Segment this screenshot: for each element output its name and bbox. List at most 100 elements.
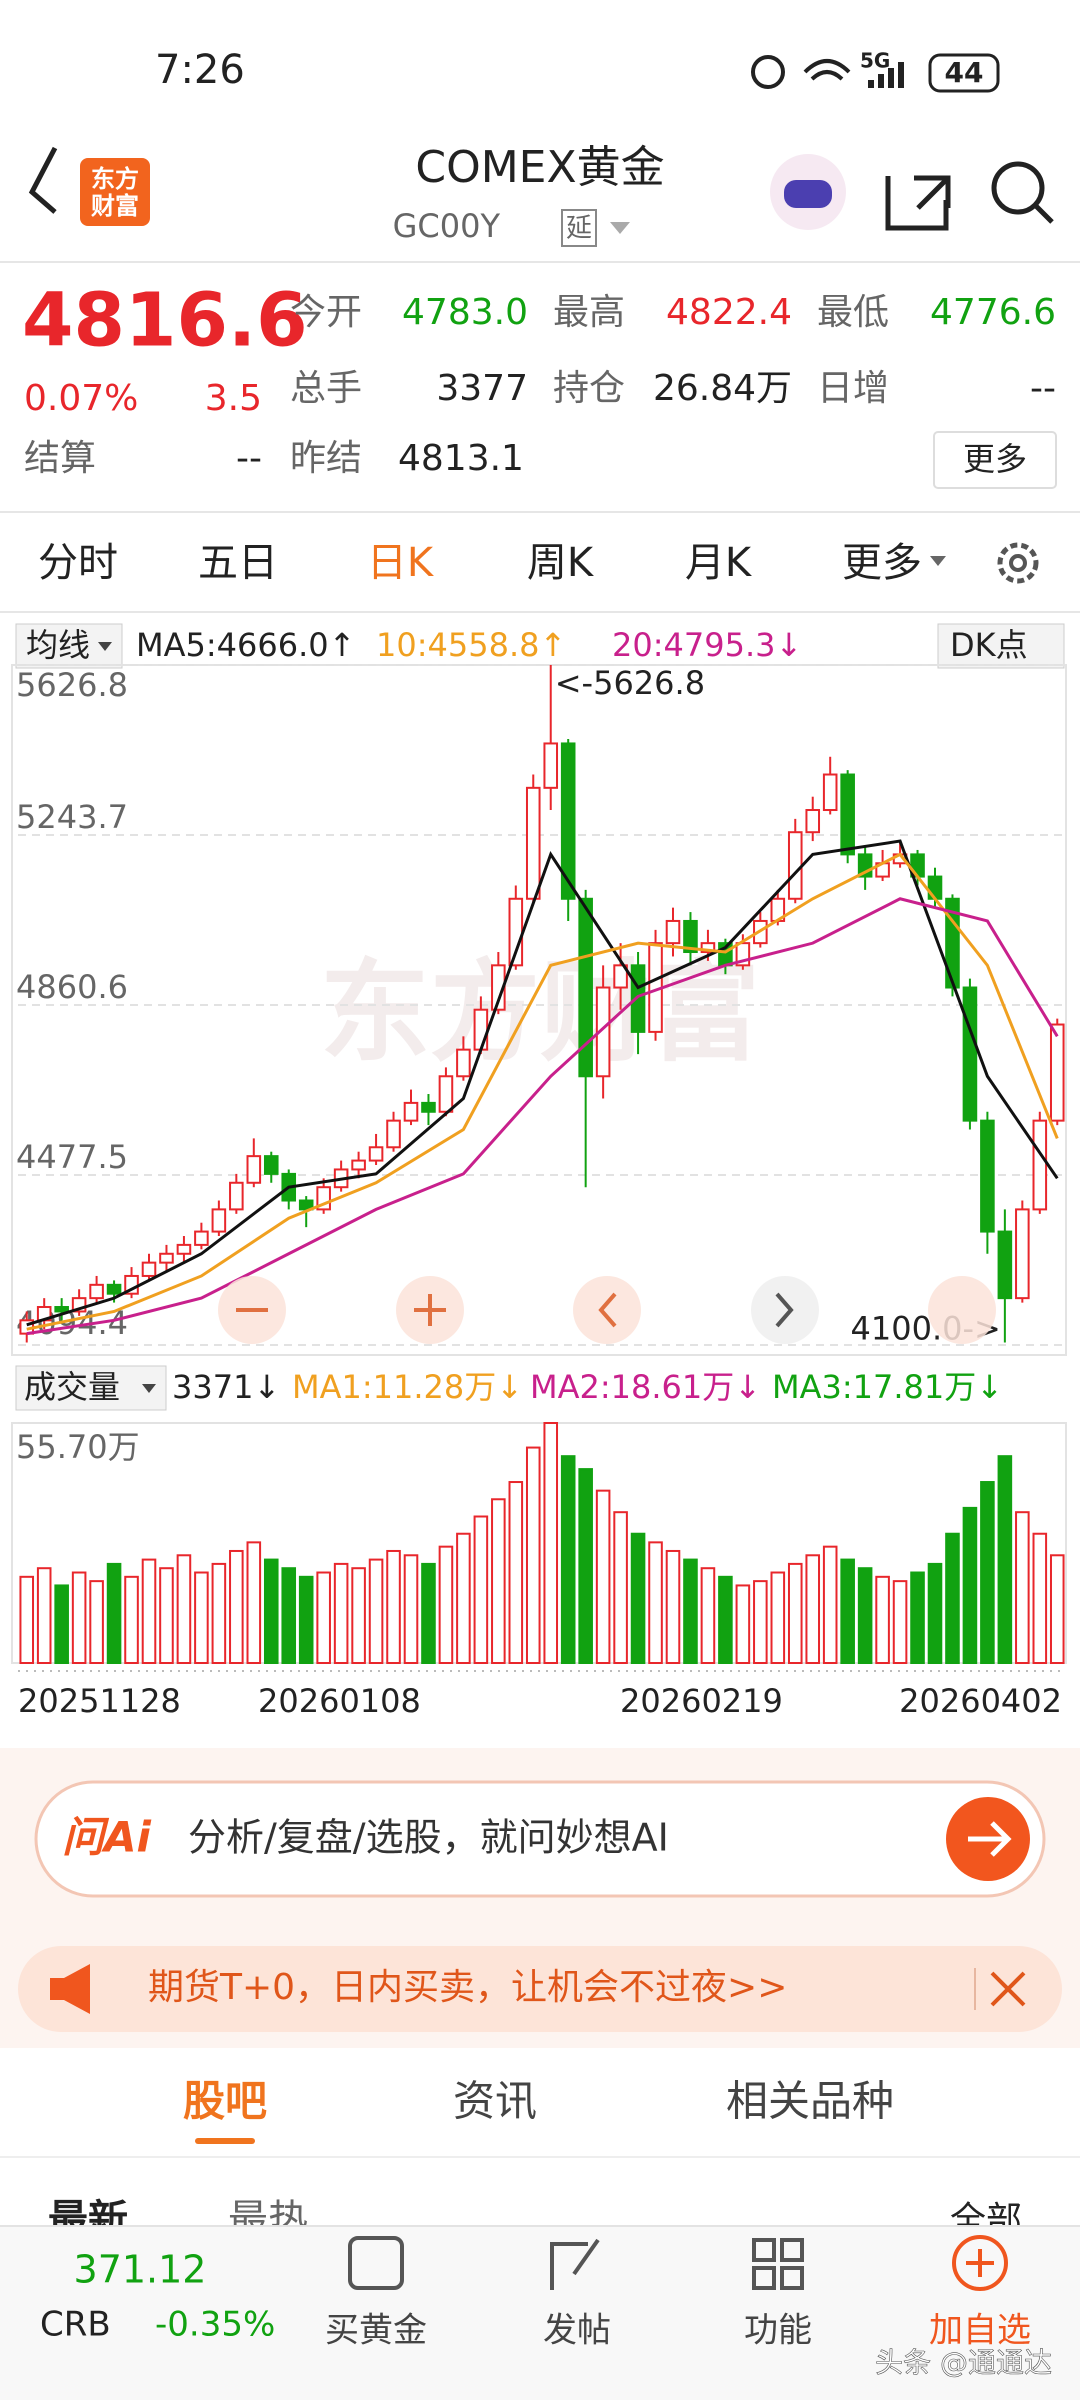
content-tab[interactable]: 资讯: [453, 2077, 537, 2126]
volume-bar: [351, 1567, 366, 1664]
icon: [968, 1821, 1012, 1857]
banner[interactable]: [18, 1946, 1062, 2032]
quote-fields: 今开 4783.0 最高 4822.4 最低 4776.6 总手 3377 持仓 26.84万 日增…: [290, 292, 1056, 409]
volume-bar: [525, 1446, 541, 1665]
candle-body: [386, 1119, 401, 1149]
volume-bar: [281, 1567, 297, 1664]
vol-ma1: MA1:11.28万↓: [292, 1368, 523, 1406]
more-button[interactable]: [933, 431, 1057, 489]
period-tab[interactable]: 周K: [527, 540, 595, 586]
logo-top: 东方: [91, 165, 139, 193]
nav-item[interactable]: 发帖: [543, 2311, 611, 2351]
nav-item[interactable]: 功能: [744, 2311, 812, 2351]
candle-body: [298, 1199, 314, 1211]
candle-body: [822, 773, 838, 812]
date-label: 20260108: [258, 1682, 421, 1720]
field-label: 最低: [817, 292, 889, 333]
candle-body: [525, 786, 541, 900]
volume-bar: [159, 1567, 174, 1664]
candle-body: [421, 1101, 436, 1113]
volume-bar: [19, 1575, 35, 1665]
settle-label: 结算: [24, 438, 96, 479]
fullscreen[interactable]: [928, 1276, 996, 1344]
volume-bar: [368, 1558, 384, 1664]
candle-body: [945, 897, 960, 989]
volume-bar: [246, 1541, 262, 1664]
period-tab[interactable]: 日K: [367, 540, 435, 586]
back-button[interactable]: [28, 146, 58, 214]
logo[interactable]: [80, 158, 150, 226]
volume-bar: [997, 1455, 1013, 1664]
volume-bar: [36, 1567, 52, 1664]
volume-bar: [980, 1481, 995, 1664]
volume-bar: [1049, 1554, 1065, 1664]
pan-right[interactable]: [751, 1276, 819, 1344]
volume-bar: [840, 1558, 855, 1664]
volume-bar: [316, 1571, 331, 1664]
period-tab[interactable]: 五日: [198, 540, 278, 586]
field-label: 今开: [290, 292, 362, 333]
candle-body: [613, 964, 628, 989]
nav-item[interactable]: 加自选: [929, 2311, 1031, 2351]
code: GC00Y: [393, 207, 501, 245]
post-icon: [550, 2238, 600, 2290]
search-button[interactable]: [991, 161, 1045, 215]
y-tick-label: 4860.6: [16, 968, 128, 1006]
wifi-icon: [803, 59, 851, 81]
volume-bar: [54, 1584, 69, 1664]
nav-item[interactable]: 买黄金: [325, 2311, 427, 2351]
volume-bar: [176, 1554, 192, 1664]
volume-bar: [665, 1549, 681, 1665]
volume-bar: [700, 1567, 716, 1664]
volume-bar: [770, 1571, 786, 1664]
battery-level: 44: [945, 56, 984, 89]
ai-placeholder: 分析/复盘/选股，就问妙想AI: [188, 1816, 669, 1860]
pan-left[interactable]: [573, 1276, 641, 1344]
ai-input[interactable]: [34, 1780, 1046, 1898]
dropdown: [142, 1384, 156, 1393]
candle-body: [1032, 1119, 1048, 1211]
share-button[interactable]: [885, 175, 951, 231]
content-tabs: 股吧 资讯 相关品种: [183, 2077, 894, 2126]
candle-body: [176, 1243, 192, 1255]
battery: [928, 53, 1000, 93]
search-handle: [1034, 204, 1054, 224]
volume-bar: [892, 1580, 908, 1664]
volume-bar: [962, 1506, 978, 1664]
more-label: 更多: [963, 440, 1027, 478]
ma10: 10:4558.8↑: [376, 626, 566, 664]
candle-body: [368, 1146, 384, 1162]
candle-body: [456, 1048, 471, 1078]
candle-body: [229, 1181, 244, 1211]
period-tab[interactable]: 更多: [842, 540, 922, 586]
period-tabs: 分时 五日 日K 周K 月K 更多: [38, 540, 922, 586]
volume-bar: [386, 1549, 401, 1665]
content-tab[interactable]: 相关品种: [726, 2077, 894, 2126]
candle-body: [980, 1119, 995, 1233]
dk-label: DK点: [950, 626, 1028, 664]
settings-button[interactable]: [997, 542, 1039, 584]
volume-bar: [595, 1489, 611, 1664]
field-value: 26.84万: [653, 368, 792, 409]
period-tab[interactable]: 分时: [38, 540, 118, 586]
candle-body: [403, 1101, 419, 1122]
candle-body: [89, 1283, 104, 1300]
volume-bar: [403, 1554, 419, 1664]
crb-value: 371.12: [74, 2248, 207, 2292]
vol-selector[interactable]: [15, 1365, 167, 1411]
dk-button[interactable]: [937, 623, 1065, 669]
ma-line: [26, 839, 1059, 1327]
code-dropdown[interactable]: [610, 222, 630, 234]
content-tab[interactable]: 股吧: [183, 2077, 267, 2126]
volume-bar: [229, 1549, 244, 1665]
volume-bar: [473, 1515, 489, 1664]
field-value: 3377: [436, 368, 528, 409]
icon: [598, 1292, 617, 1328]
banner-close[interactable]: [990, 1971, 1026, 2007]
field-label: 日增: [817, 368, 889, 409]
period-tab[interactable]: 月K: [685, 540, 753, 586]
candle-body: [1049, 1023, 1065, 1122]
avatar-face: [784, 180, 832, 208]
date-label: 20260402: [899, 1682, 1062, 1720]
